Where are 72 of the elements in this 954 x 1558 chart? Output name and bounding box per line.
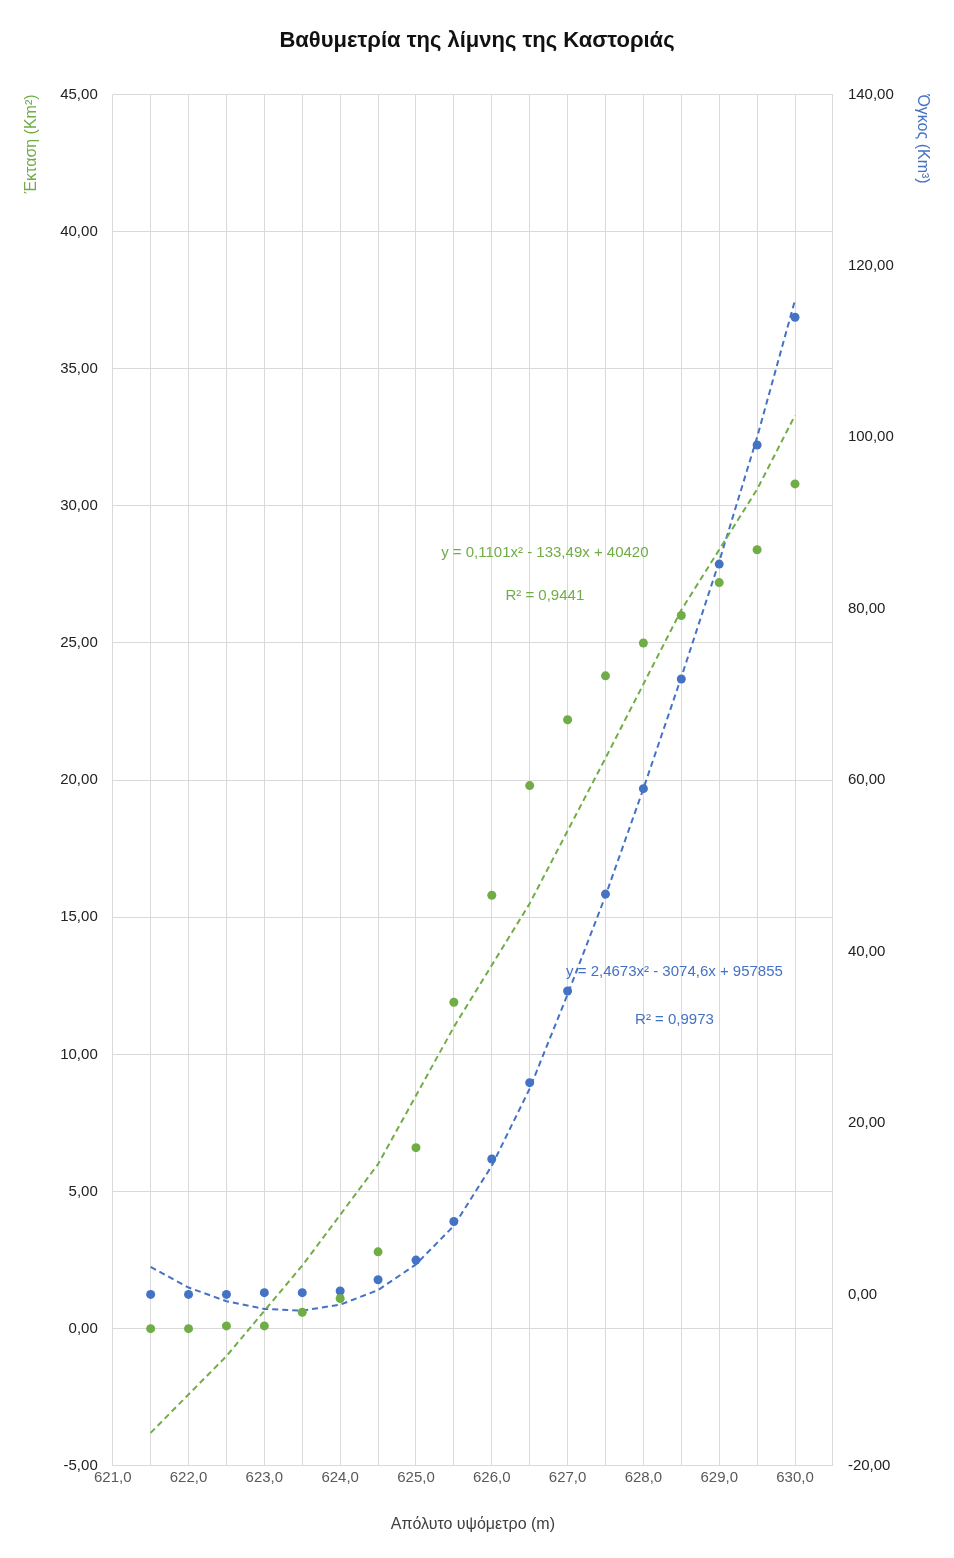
y-tick-label: 20,00	[60, 770, 98, 788]
y-axis-title: Έκταση (Km²)	[22, 94, 40, 195]
y2-tick-label: 120,00	[847, 255, 894, 273]
y-tick-label: 0,00	[68, 1318, 98, 1336]
x-tick-label: 623,0	[245, 1467, 284, 1485]
y-tick-label: -5,00	[63, 1455, 98, 1473]
point	[676, 674, 686, 684]
point	[714, 578, 724, 588]
point	[259, 1321, 269, 1331]
x-tick-label: 628,0	[624, 1467, 663, 1485]
point	[638, 784, 648, 794]
y2-tick-label: -20,00	[847, 1455, 891, 1473]
y-tick-label: 5,00	[68, 1181, 98, 1199]
point	[563, 715, 573, 725]
point	[259, 1288, 269, 1298]
point	[297, 1288, 307, 1298]
point	[449, 997, 459, 1007]
y-tick-label: 40,00	[60, 221, 98, 239]
x-tick-label: 630,0	[776, 1467, 814, 1485]
point	[714, 559, 724, 569]
annotation: y = 0,1101x² - 133,49x + 40420	[441, 542, 649, 560]
point	[449, 1217, 459, 1227]
point	[184, 1324, 194, 1334]
y2-tick-label: 40,00	[847, 941, 886, 959]
x-tick-label: 629,0	[700, 1467, 738, 1485]
y-tick-label: 10,00	[60, 1044, 98, 1062]
y2-tick-label: 20,00	[847, 1113, 886, 1131]
x-tick-label: 624,0	[321, 1467, 359, 1485]
point	[221, 1289, 231, 1299]
y2-tick-label: 140,00	[847, 84, 894, 102]
point	[184, 1289, 194, 1299]
point	[373, 1275, 383, 1285]
point	[373, 1247, 383, 1257]
y-tick-label: 30,00	[60, 495, 98, 513]
y2-tick-label: 60,00	[847, 770, 886, 788]
y2-tick-label: 80,00	[847, 598, 886, 616]
point	[146, 1324, 156, 1334]
y2-tick-label: 100,00	[847, 427, 894, 445]
point	[335, 1293, 345, 1303]
x-tick-label: 625,0	[397, 1467, 435, 1485]
point	[297, 1307, 307, 1317]
point	[487, 1154, 497, 1164]
point	[676, 611, 686, 621]
chart-title: Βαθυμετρία της λίμνης της Καστοριάς	[279, 27, 675, 53]
x-tick-label: 622,0	[169, 1467, 208, 1485]
point	[411, 1143, 421, 1153]
x-axis-title: Απόλυτο υψόμετρο (m)	[390, 1514, 555, 1532]
y-tick-label: 35,00	[60, 358, 98, 376]
point	[600, 889, 610, 899]
x-tick-label: 627,0	[548, 1467, 587, 1485]
x-tick-label: 626,0	[473, 1467, 511, 1485]
annotation: R² = 0,9441	[505, 586, 585, 604]
point	[221, 1321, 231, 1331]
y2-tick-label: 0,00	[847, 1284, 878, 1302]
point	[563, 986, 573, 996]
y-tick-label: 25,00	[60, 633, 98, 651]
point	[790, 312, 800, 322]
point	[752, 440, 762, 450]
point	[487, 890, 497, 900]
y2-axis-title: Όγκος (Km³)	[914, 93, 932, 184]
y-tick-label: 15,00	[60, 907, 98, 925]
point	[525, 1078, 535, 1088]
point	[752, 545, 762, 555]
point	[600, 671, 610, 681]
y-tick-label: 45,00	[60, 84, 98, 102]
annotation: R² = 0,9973	[635, 1010, 714, 1028]
annotation: y = 2,4673x² - 3074,6x + 957855	[566, 962, 783, 980]
point	[638, 638, 648, 648]
point	[411, 1255, 421, 1265]
point	[525, 781, 535, 791]
point	[146, 1289, 156, 1299]
point	[790, 479, 800, 489]
